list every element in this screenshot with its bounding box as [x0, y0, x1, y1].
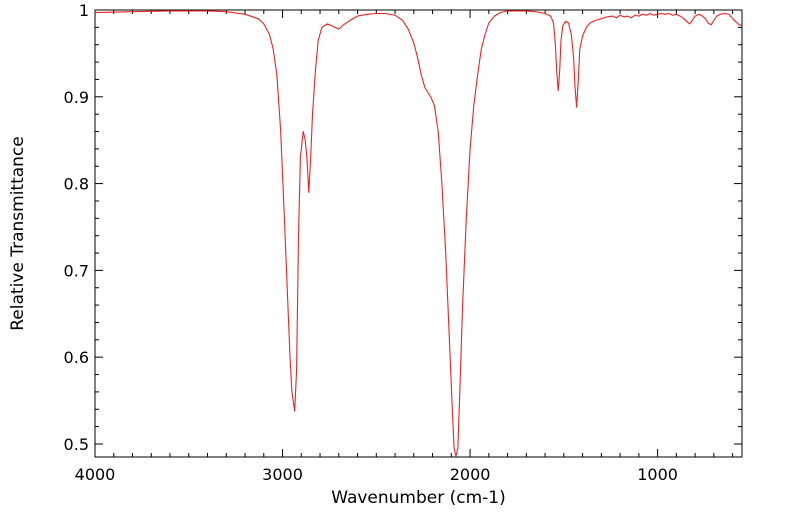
- x-tick-labels: 4000 3000 2000 1000: [75, 465, 678, 484]
- y-axis-title: Relative Transmittance: [8, 136, 28, 331]
- x-tick-label: 2000: [450, 465, 491, 484]
- spectrum-line: [94, 10, 743, 457]
- y-tick-label: 0.5: [64, 435, 89, 454]
- x-tick-label: 4000: [75, 465, 116, 484]
- minor-ticks: [95, 10, 742, 457]
- x-tick-label: 1000: [637, 465, 678, 484]
- y-tick-label: 0.6: [64, 348, 89, 367]
- y-tick-labels: 0.5 0.6 0.7 0.8 0.9 1: [64, 1, 89, 454]
- y-tick-label: 0.8: [64, 175, 89, 194]
- y-tick-label: 0.9: [64, 88, 89, 107]
- x-axis-title: Wavenumber (cm-1): [331, 488, 506, 508]
- y-tick-label: 0.7: [64, 261, 89, 280]
- major-ticks: [94, 9, 742, 457]
- x-tick-label: 3000: [262, 465, 303, 484]
- y-tick-label: 1: [79, 1, 89, 20]
- plot-frame: [94, 9, 743, 458]
